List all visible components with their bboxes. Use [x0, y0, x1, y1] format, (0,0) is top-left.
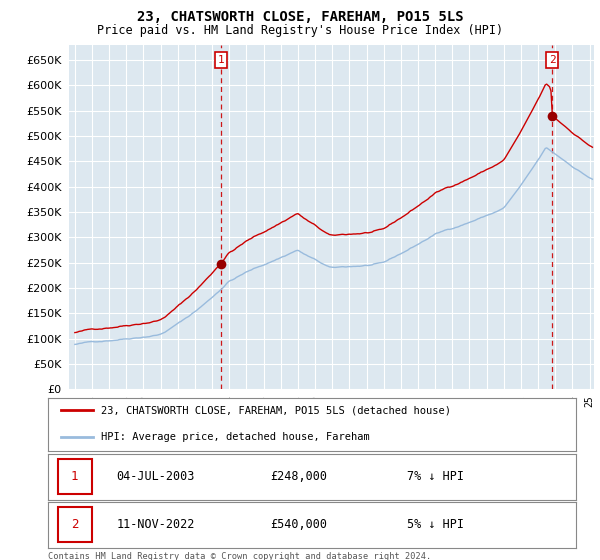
Bar [58, 507, 92, 542]
Text: Price paid vs. HM Land Registry's House Price Index (HPI): Price paid vs. HM Land Registry's House … [97, 24, 503, 36]
Text: 5% ↓ HPI: 5% ↓ HPI [407, 518, 464, 531]
Text: 1: 1 [71, 470, 79, 483]
Bar [58, 459, 92, 494]
Text: 04-JUL-2003: 04-JUL-2003 [116, 470, 195, 483]
Text: £248,000: £248,000 [270, 470, 327, 483]
Text: Contains HM Land Registry data © Crown copyright and database right 2024.
This d: Contains HM Land Registry data © Crown c… [48, 552, 431, 560]
Text: 2: 2 [71, 518, 79, 531]
Text: 23, CHATSWORTH CLOSE, FAREHAM, PO15 5LS: 23, CHATSWORTH CLOSE, FAREHAM, PO15 5LS [137, 10, 463, 24]
Text: HPI: Average price, detached house, Fareham: HPI: Average price, detached house, Fare… [101, 432, 370, 442]
Text: £540,000: £540,000 [270, 518, 327, 531]
Text: 11-NOV-2022: 11-NOV-2022 [116, 518, 195, 531]
Text: 1: 1 [217, 55, 224, 65]
Text: 7% ↓ HPI: 7% ↓ HPI [407, 470, 464, 483]
Text: 2: 2 [549, 55, 556, 65]
Text: 23, CHATSWORTH CLOSE, FAREHAM, PO15 5LS (detached house): 23, CHATSWORTH CLOSE, FAREHAM, PO15 5LS … [101, 405, 451, 416]
